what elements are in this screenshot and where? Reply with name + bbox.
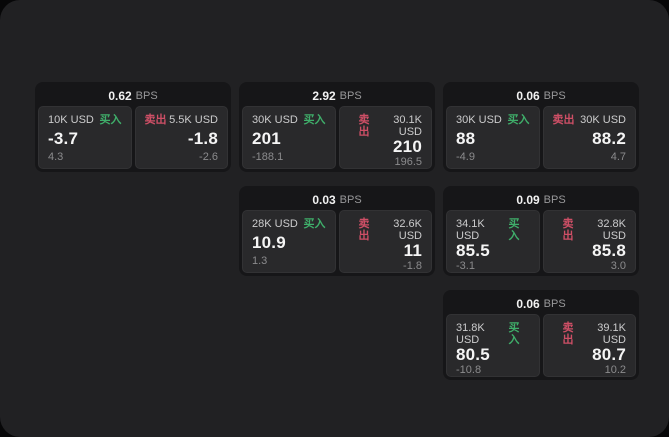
buy-price: 80.5 — [456, 345, 490, 364]
quote-card: 0.06 BPS 30K USD 买入 88 -4.9 卖出 30K USD — [443, 82, 639, 172]
spread-value: 0.62 — [108, 88, 132, 103]
spread-value: 0.06 — [516, 296, 540, 311]
sell-amount: 32.8K USD — [597, 218, 626, 242]
spread-header: 0.62 BPS — [38, 85, 228, 106]
sell-button[interactable]: 卖出 — [358, 114, 370, 138]
buy-amount: 31.8K USD — [456, 322, 485, 346]
spread-value: 0.06 — [516, 88, 540, 103]
sell-amount: 5.5K USD — [169, 114, 218, 126]
sell-amount: 39.1K USD — [597, 322, 626, 346]
sell-amount: 30.1K USD — [393, 114, 422, 138]
spread-value: 0.09 — [516, 192, 540, 207]
buy-amount: 10K USD — [48, 114, 94, 126]
sell-price: 210 — [393, 137, 422, 156]
buy-button[interactable]: 买入 — [507, 114, 530, 126]
spread-unit: BPS — [543, 193, 566, 206]
quote-card: 0.62 BPS 10K USD 买入 -3.7 4.3 卖出 5.5K USD — [35, 82, 231, 172]
sell-amount: 32.6K USD — [393, 218, 422, 242]
sell-price: 80.7 — [592, 345, 626, 364]
sell-button[interactable]: 卖出 — [552, 114, 575, 126]
buy-button[interactable]: 买入 — [303, 114, 326, 126]
spread-unit: BPS — [339, 89, 362, 102]
spread-unit: BPS — [543, 297, 566, 310]
spread-value: 0.03 — [312, 192, 336, 207]
sell-tile[interactable]: 卖出 30.1K USD 210 196.5 — [338, 106, 432, 169]
quote-card: 0.09 BPS 34.1K USD 买入 85.5 -3.1 卖出 32.8K… — [443, 186, 639, 276]
sell-delta: 196.5 — [394, 156, 422, 168]
buy-delta: -3.1 — [456, 260, 475, 272]
sell-delta: 10.2 — [604, 364, 626, 376]
buy-button[interactable]: 买入 — [508, 322, 520, 346]
buy-amount: 28K USD — [252, 218, 298, 230]
buy-delta: 1.3 — [252, 255, 268, 267]
sell-tile[interactable]: 卖出 5.5K USD -1.8 -2.6 — [134, 106, 228, 169]
buy-amount: 34.1K USD — [456, 218, 485, 242]
buy-tile[interactable]: 31.8K USD 买入 80.5 -10.8 — [446, 314, 540, 377]
buy-tile[interactable]: 30K USD 买入 201 -188.1 — [242, 106, 336, 169]
sell-button[interactable]: 卖出 — [144, 114, 167, 126]
sell-price: -1.8 — [187, 128, 218, 148]
buy-tile[interactable]: 30K USD 买入 88 -4.9 — [446, 106, 540, 169]
buy-tile[interactable]: 10K USD 买入 -3.7 4.3 — [38, 106, 132, 169]
buy-button[interactable]: 买入 — [303, 218, 326, 230]
buy-delta: -4.9 — [456, 151, 475, 163]
buy-tile[interactable]: 28K USD 买入 10.9 1.3 — [242, 210, 336, 273]
buy-delta: 4.3 — [48, 151, 64, 163]
sell-button[interactable]: 卖出 — [562, 218, 574, 242]
sell-tile[interactable]: 卖出 32.6K USD 11 -1.8 — [338, 210, 432, 273]
buy-price: 88 — [456, 128, 476, 148]
buy-price: 10.9 — [252, 232, 286, 252]
sell-price: 85.8 — [592, 241, 626, 260]
sell-price: 11 — [403, 241, 422, 260]
spread-value: 2.92 — [312, 88, 336, 103]
sell-delta: 4.7 — [610, 151, 626, 163]
sell-button[interactable]: 卖出 — [358, 218, 370, 242]
spread-header: 0.06 BPS — [446, 85, 636, 106]
buy-button[interactable]: 买入 — [508, 218, 520, 242]
sell-delta: 3.0 — [610, 260, 626, 272]
sell-tile[interactable]: 卖出 39.1K USD 80.7 10.2 — [542, 314, 636, 377]
spread-unit: BPS — [135, 89, 158, 102]
spread-header: 0.06 BPS — [446, 293, 636, 314]
spread-header: 2.92 BPS — [242, 85, 432, 106]
buy-price: -3.7 — [48, 128, 79, 148]
sell-delta: -2.6 — [199, 151, 218, 163]
buy-tile[interactable]: 34.1K USD 买入 85.5 -3.1 — [446, 210, 540, 273]
spread-unit: BPS — [543, 89, 566, 102]
quote-card: 0.03 BPS 28K USD 买入 10.9 1.3 卖出 32.6K US… — [239, 186, 435, 276]
buy-delta: -10.8 — [456, 364, 482, 376]
buy-amount: 30K USD — [456, 114, 502, 126]
sell-price: 88.2 — [592, 128, 626, 148]
quote-card: 2.92 BPS 30K USD 买入 201 -188.1 卖出 30.1K … — [239, 82, 435, 172]
sell-tile[interactable]: 卖出 32.8K USD 85.8 3.0 — [542, 210, 636, 273]
quote-card: 0.06 BPS 31.8K USD 买入 80.5 -10.8 卖出 39.1… — [443, 290, 639, 380]
buy-delta: -188.1 — [252, 151, 284, 163]
spread-header: 0.03 BPS — [242, 189, 432, 210]
sell-amount: 30K USD — [580, 114, 626, 126]
sell-delta: -1.8 — [403, 260, 422, 272]
buy-price: 201 — [252, 128, 281, 148]
buy-button[interactable]: 买入 — [99, 114, 122, 126]
sell-button[interactable]: 卖出 — [562, 322, 574, 346]
buy-amount: 30K USD — [252, 114, 298, 126]
sell-tile[interactable]: 卖出 30K USD 88.2 4.7 — [542, 106, 636, 169]
spread-unit: BPS — [339, 193, 362, 206]
spread-header: 0.09 BPS — [446, 189, 636, 210]
quote-grid: 0.62 BPS 10K USD 买入 -3.7 4.3 卖出 5.5K USD — [35, 82, 639, 380]
buy-price: 85.5 — [456, 241, 490, 260]
